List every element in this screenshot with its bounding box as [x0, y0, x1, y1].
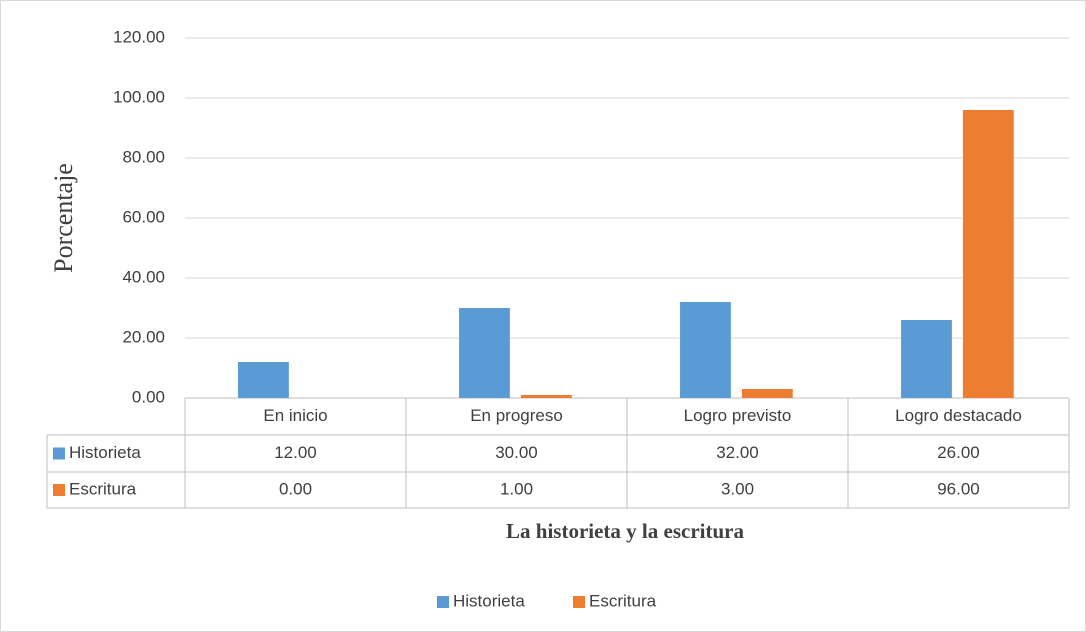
bar	[901, 320, 952, 398]
legend-label: Escritura	[589, 591, 657, 610]
bar	[238, 362, 289, 398]
table-series-name: Escritura	[69, 479, 137, 498]
bar	[962, 110, 1014, 398]
table-value: 12.00	[274, 443, 317, 462]
y-tick-label: 20.00	[122, 327, 165, 346]
x-axis-label: La historieta y la escritura	[506, 519, 744, 543]
table-value: 96.00	[937, 479, 980, 498]
y-axis-label: Porcentaje	[49, 163, 78, 273]
table-series-name: Historieta	[69, 443, 141, 462]
legend-marker	[573, 596, 585, 608]
x-tick-label: En inicio	[263, 406, 327, 425]
y-tick-label: 60.00	[122, 207, 165, 226]
table-value: 3.00	[721, 479, 754, 498]
table-legend-marker	[53, 484, 65, 496]
table-value: 1.00	[500, 479, 533, 498]
bar	[741, 389, 793, 398]
x-tick-label: Logro destacado	[895, 406, 1022, 425]
y-tick-label: 40.00	[122, 267, 165, 286]
y-tick-label: 80.00	[122, 147, 165, 166]
y-tick-label: 120.00	[113, 27, 165, 46]
table-legend-marker	[53, 447, 65, 460]
bar	[680, 302, 731, 398]
bar	[459, 308, 510, 398]
x-tick-label: Logro previsto	[684, 406, 792, 425]
table-value: 26.00	[937, 443, 980, 462]
table-value: 30.00	[495, 443, 538, 462]
y-tick-label: 100.00	[113, 87, 165, 106]
x-tick-label: En progreso	[470, 406, 563, 425]
legend-label: Historieta	[453, 591, 525, 610]
bar	[520, 395, 572, 398]
y-tick-label: 0.00	[132, 387, 165, 406]
legend-marker	[437, 596, 449, 608]
table-value: 32.00	[716, 443, 759, 462]
table-value: 0.00	[279, 479, 312, 498]
